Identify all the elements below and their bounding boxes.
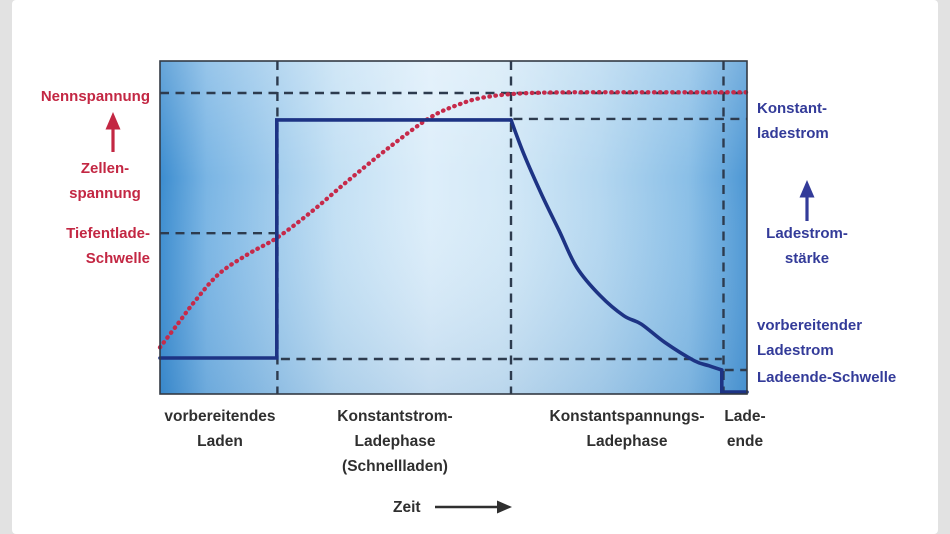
voltage-curve: [157, 90, 750, 350]
ladestromstaerke-line2: stärke: [784, 250, 830, 267]
current-curve: [158, 118, 749, 394]
phase3-line1: Konstantspannungs-: [549, 408, 705, 425]
tiefentlade-schwelle-label: Tiefentlade- Schwelle: [0, 221, 150, 271]
curve-segment: [509, 118, 724, 372]
plot-border: [159, 60, 748, 395]
nennspannung-label: Nennspannung: [40, 88, 150, 105]
curve-segment: [158, 118, 513, 360]
phase4-line2: ende: [726, 433, 764, 450]
phase-label-konstantspannung: Konstantspannungs- Ladephase: [527, 404, 727, 454]
phase3-line2: Ladephase: [586, 433, 668, 450]
time-axis-arrow-icon: [435, 500, 512, 514]
phase-label-konstantstrom: Konstantstrom- Ladephase (Schnellladen): [295, 404, 495, 479]
ladeende-schwelle-label: Ladeende-Schwelle: [757, 369, 897, 386]
konstantladestrom-label: Konstant- ladestrom: [757, 96, 947, 146]
phase-label-vorbereitendes-laden: vorbereitendes Laden: [120, 404, 320, 454]
phase2-line3: (Schnellladen): [342, 458, 448, 475]
vorbereitender-line1: vorbereitender: [757, 317, 863, 334]
curve-segment: [720, 368, 749, 394]
phase2-line2: Ladephase: [354, 433, 436, 450]
ladestromstaerke-axis-label: Ladestrom- stärke: [752, 221, 862, 271]
curve-segment: [157, 90, 750, 350]
phase4-line1: Lade-: [724, 408, 766, 425]
phase1-line2: Laden: [197, 433, 243, 450]
tiefentlade-line2: Schwelle: [85, 250, 150, 267]
konstantladestrom-line1: Konstant-: [757, 100, 827, 117]
konstantladestrom-line2: ladestrom: [757, 125, 829, 142]
vorbereitender-ladestrom-label: vorbereitender Ladestrom: [757, 313, 947, 363]
current-axis-arrow-icon: [799, 180, 815, 221]
time-axis-label: Zeit: [393, 499, 421, 516]
phase-label-ladeende: Lade- ende: [695, 404, 795, 454]
phase2-line1: Konstantstrom-: [337, 408, 453, 425]
zellenspannung-line1: Zellen-: [80, 160, 130, 177]
zellenspannung-axis-label: Zellen- spannung: [35, 156, 175, 206]
zellenspannung-line2: spannung: [69, 185, 141, 202]
tiefentlade-line1: Tiefentlade-: [66, 225, 150, 242]
plot-background-shade: [160, 61, 747, 394]
phase1-line1: vorbereitendes: [164, 408, 276, 425]
vorbereitender-line2: Ladestrom: [757, 342, 834, 359]
ladestromstaerke-line1: Ladestrom-: [766, 225, 848, 242]
voltage-axis-arrow-icon: [105, 112, 121, 152]
